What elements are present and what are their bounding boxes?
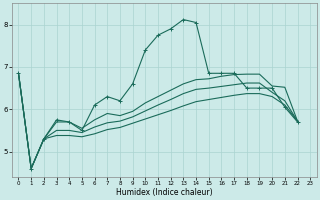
X-axis label: Humidex (Indice chaleur): Humidex (Indice chaleur) [116,188,213,197]
